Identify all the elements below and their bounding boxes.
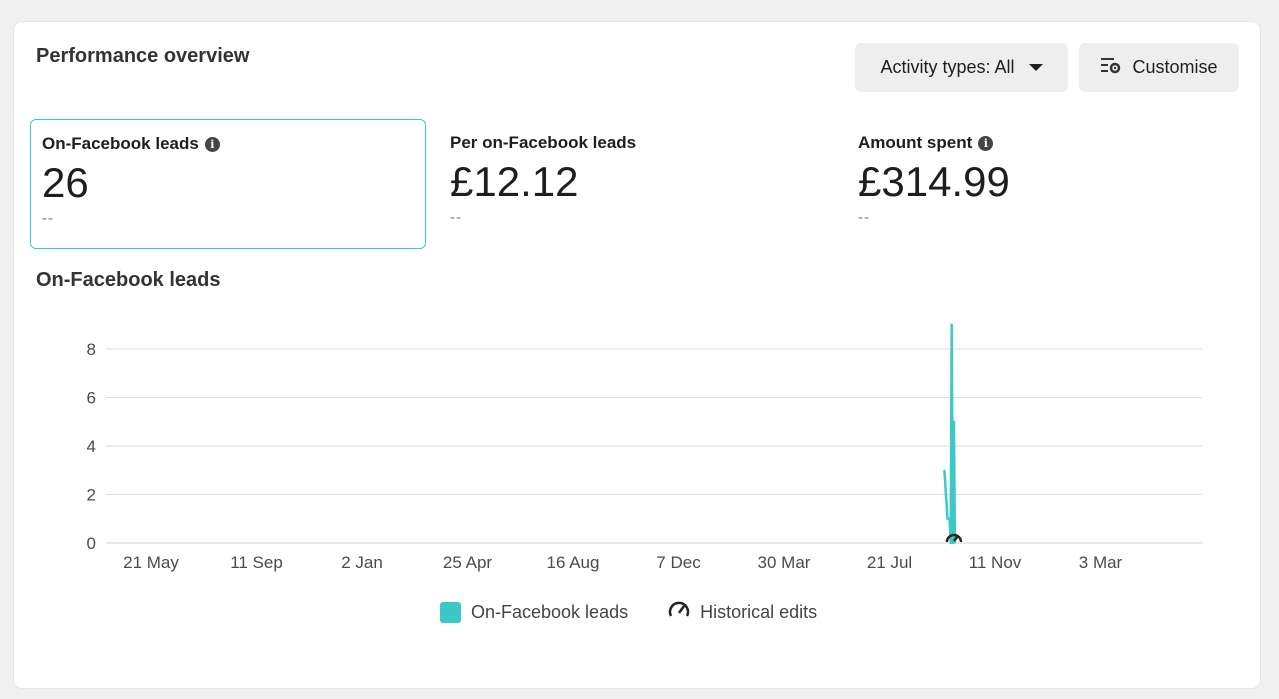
metric-card-leads[interactable]: On-Facebook leads i 26 -- [30, 119, 426, 249]
metric-card-amount-spent[interactable]: Amount spent i £314.99 -- [847, 119, 1243, 249]
metric-delta: -- [450, 209, 462, 226]
x-tick-label: 16 Aug [547, 553, 600, 572]
y-tick-label: 4 [87, 437, 96, 456]
metric-delta: -- [42, 210, 54, 227]
data-point [950, 323, 953, 326]
data-point [948, 517, 951, 520]
legend-swatch [440, 602, 461, 623]
chart-title: On-Facebook leads [36, 269, 221, 291]
x-tick-label: 21 Jul [867, 553, 912, 572]
y-tick-label: 0 [87, 534, 96, 553]
data-point [953, 420, 955, 423]
metric-value: £314.99 [858, 158, 1010, 205]
x-tick-label: 7 Dec [656, 553, 701, 572]
data-point [954, 542, 956, 544]
x-tick-label: 11 Nov [969, 553, 1022, 572]
legend-label: Historical edits [700, 602, 818, 622]
activity-types-dropdown[interactable]: Activity types: All [855, 43, 1068, 92]
series-line-leads [943, 323, 957, 545]
y-tick-label: 6 [87, 389, 96, 408]
x-tick-label: 11 Sep [230, 553, 283, 572]
x-tick-label: 21 May [123, 553, 179, 572]
chart-legend: On-Facebook leads Historical edits [440, 600, 817, 625]
sliders-gear-icon [1100, 56, 1122, 79]
data-point [946, 517, 949, 520]
gauge-edit-icon [668, 600, 690, 625]
historical-edit-marker [945, 533, 963, 543]
x-tick-label: 3 Mar [1079, 553, 1123, 572]
info-icon[interactable]: i [204, 136, 220, 152]
performance-overview-card: Performance overview Activity types: All… [14, 22, 1260, 688]
customise-button[interactable]: Customise [1079, 43, 1239, 92]
metric-label: On-Facebook leads [42, 134, 199, 153]
customise-label: Customise [1132, 57, 1218, 77]
metric-label: Amount spent [858, 133, 973, 152]
x-tick-label: 30 Mar [758, 553, 811, 572]
metric-label: Per on-Facebook leads [450, 133, 637, 152]
info-icon[interactable]: i [978, 135, 994, 151]
metric-card-cost-per-lead[interactable]: Per on-Facebook leads £12.12 -- [439, 119, 835, 249]
metric-delta: -- [858, 209, 870, 226]
data-point [949, 542, 952, 544]
data-point [952, 542, 954, 544]
legend-item-leads[interactable]: On-Facebook leads [440, 602, 628, 623]
leads-line-chart: 0 2 4 6 8 21 May 11 Sep 2 Jan 25 Apr 16 Aug 7 Dec 3… [87, 323, 1202, 572]
metric-value: £12.12 [450, 158, 579, 205]
activity-types-label: Activity types: All [880, 57, 1015, 77]
x-tick-label: 25 Apr [443, 553, 492, 572]
x-tick-label: 2 Jan [341, 553, 383, 572]
caret-down-icon [1028, 64, 1043, 71]
y-tick-label: 2 [87, 486, 96, 505]
metric-value: 26 [42, 159, 89, 206]
legend-label: On-Facebook leads [471, 602, 629, 622]
legend-item-historical-edits[interactable]: Historical edits [668, 600, 817, 625]
page-title: Performance overview [36, 45, 250, 67]
data-point [943, 469, 946, 472]
y-tick-label: 8 [87, 340, 96, 359]
